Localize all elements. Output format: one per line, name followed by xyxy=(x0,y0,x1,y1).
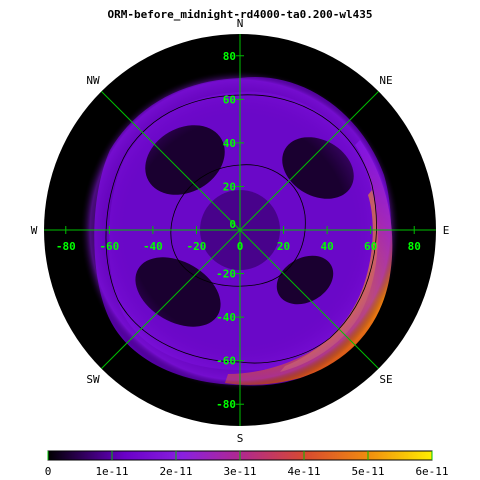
compass-sw: SW xyxy=(86,373,100,386)
colorbar-ticks: 0 1e-11 2e-11 3e-11 4e-11 5e-11 6e-11 xyxy=(45,451,449,478)
compass-e: E xyxy=(443,224,450,237)
x-tick-label: 20 xyxy=(277,240,290,253)
compass-n: N xyxy=(237,17,244,30)
colorbar-tick-label: 0 xyxy=(45,465,52,478)
compass-w: W xyxy=(31,224,38,237)
y-tick-label: 40 xyxy=(223,137,236,150)
x-tick-label: 80 xyxy=(408,240,421,253)
compass-grid xyxy=(44,34,436,426)
colorbar-tick-label: 4e-11 xyxy=(287,465,320,478)
colorbar-tick-label: 1e-11 xyxy=(95,465,128,478)
y-tick-label: -60 xyxy=(216,355,236,368)
y-tick-label: -40 xyxy=(216,311,236,324)
y-tick-label: -80 xyxy=(216,398,236,411)
y-tick-label: 20 xyxy=(223,180,236,193)
x-tick-label: -40 xyxy=(143,240,163,253)
compass-ne: NE xyxy=(379,74,392,87)
colorbar-tick-label: 5e-11 xyxy=(351,465,384,478)
compass-se: SE xyxy=(379,373,392,386)
y-tick-labels: 80 60 40 20 -20 -40 -60 -80 0 xyxy=(216,50,236,411)
y-tick-label: 60 xyxy=(223,93,236,106)
y-tick-label: 0 xyxy=(229,218,236,231)
x-tick-label: 40 xyxy=(320,240,333,253)
x-tick-labels: -80 -60 -40 -20 0 20 40 60 80 xyxy=(56,240,421,253)
x-tick-label: 0 xyxy=(237,240,244,253)
y-tick-label: -20 xyxy=(216,268,236,281)
x-tick-label: 60 xyxy=(364,240,377,253)
compass-nw: NW xyxy=(86,74,100,87)
x-tick-label: -80 xyxy=(56,240,76,253)
colorbar-tick-label: 6e-11 xyxy=(415,465,448,478)
x-tick-label: -20 xyxy=(187,240,207,253)
x-tick-label: -60 xyxy=(99,240,119,253)
y-tick-label: 80 xyxy=(223,50,236,63)
chart-title: ORM-before_midnight-rd4000-ta0.200-wl435 xyxy=(108,8,373,21)
compass-s: S xyxy=(237,432,244,445)
colorbar-tick-label: 2e-11 xyxy=(159,465,192,478)
colorbar-tick-label: 3e-11 xyxy=(223,465,256,478)
